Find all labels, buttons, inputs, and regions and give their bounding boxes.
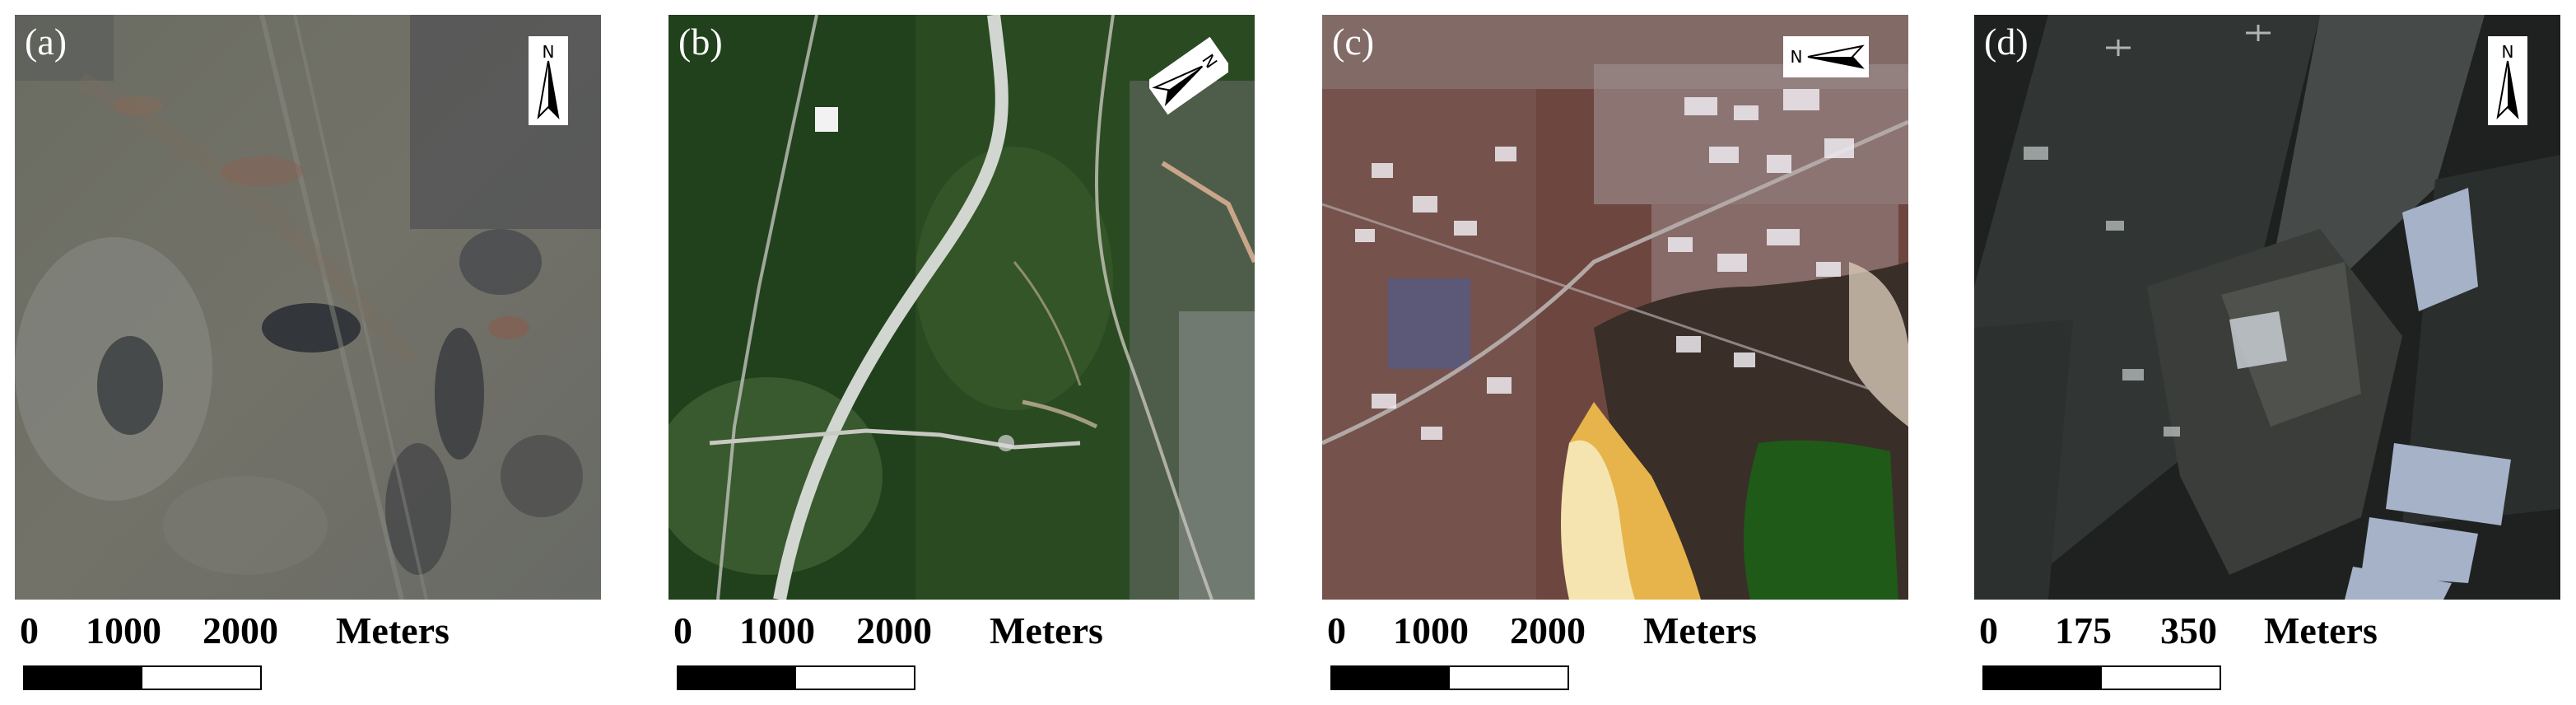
scale-bar-b: 0 1000 2000 Meters xyxy=(668,609,1261,700)
north-arrow: N xyxy=(2488,36,2527,125)
satellite-image-green-hills xyxy=(668,15,1255,600)
north-arrow-icon: N xyxy=(1149,36,1228,115)
north-arrow-icon: N xyxy=(1791,44,1865,69)
north-arrow: N xyxy=(529,36,568,125)
north-arrow-icon: N xyxy=(2496,42,2519,119)
panel-d: (d) N xyxy=(1974,15,2560,600)
satellite-image-desert-mountains xyxy=(15,15,601,600)
svg-text:N: N xyxy=(1791,47,1803,67)
svg-text:N: N xyxy=(2502,42,2514,62)
scale-tick: 175 xyxy=(2055,609,2112,651)
panel-a: (a) N xyxy=(15,15,601,600)
scale-bar-graphic xyxy=(23,665,262,690)
panel-label: (c) xyxy=(1332,21,1375,63)
scale-tick: 1000 xyxy=(739,609,815,651)
panel-label: (d) xyxy=(1984,21,2029,63)
scale-unit: Meters xyxy=(1643,609,1757,651)
scale-bar-c: 0 1000 2000 Meters xyxy=(1322,609,1915,700)
north-arrow: N xyxy=(1149,36,1228,115)
scale-tick: 0 xyxy=(20,609,39,651)
scale-tick: 350 xyxy=(2160,609,2217,651)
satellite-image-airfield xyxy=(1974,15,2560,600)
scale-bar-a: 0 1000 2000 Meters xyxy=(15,609,608,700)
scale-tick: 2000 xyxy=(1510,609,1586,651)
north-arrow: N xyxy=(1783,36,1869,77)
panel-b: (b) N xyxy=(668,15,1255,600)
panel-c: (c) N xyxy=(1322,15,1908,600)
panel-label: (b) xyxy=(678,21,723,63)
scale-bar-graphic xyxy=(1982,665,2221,690)
north-arrow-icon: N xyxy=(537,42,560,119)
scale-tick: 0 xyxy=(673,609,692,651)
panel-label: (a) xyxy=(25,21,68,63)
scale-unit: Meters xyxy=(990,609,1103,651)
scale-bar-graphic xyxy=(1330,665,1569,690)
scale-bar-d: 0 175 350 Meters xyxy=(1974,609,2567,700)
satellite-image-urban-bay xyxy=(1322,15,1908,600)
scale-tick: 1000 xyxy=(1393,609,1469,651)
scale-tick: 2000 xyxy=(203,609,278,651)
scale-bar-graphic xyxy=(677,665,915,690)
scale-tick: 0 xyxy=(1327,609,1346,651)
scale-tick: 0 xyxy=(1979,609,1998,651)
scale-tick: 1000 xyxy=(86,609,161,651)
scale-unit: Meters xyxy=(336,609,450,651)
svg-text:N: N xyxy=(543,42,555,62)
scale-tick: 2000 xyxy=(856,609,932,651)
scale-unit: Meters xyxy=(2264,609,2378,651)
